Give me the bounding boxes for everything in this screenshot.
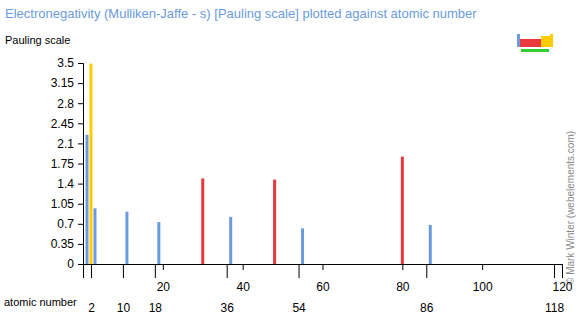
tick-label: 3.15 <box>51 76 75 90</box>
y-axis-line <box>78 64 84 265</box>
tick-mark <box>78 103 83 104</box>
tick-label: 1.4 <box>57 177 74 191</box>
tick-label: 80 <box>396 280 410 294</box>
bar <box>157 222 160 264</box>
tick-mark <box>78 264 83 265</box>
logo-icon <box>517 34 553 52</box>
tick-mark <box>78 184 83 185</box>
bar <box>429 225 432 264</box>
tick-label: 3.5 <box>57 56 74 70</box>
tick-mark <box>426 264 427 278</box>
tick: 86 <box>420 264 434 315</box>
bar <box>401 157 404 264</box>
tick-label: 2.45 <box>51 117 75 131</box>
tick: 60 <box>316 264 330 294</box>
y-axis-title: Pauling scale <box>5 34 70 46</box>
tick-label: 18 <box>149 301 163 315</box>
tick-label: 1.75 <box>51 157 75 171</box>
tick: 20 <box>157 264 171 294</box>
logo-part <box>550 34 553 47</box>
tick-label: 1.05 <box>51 197 75 211</box>
tick-mark <box>78 63 83 64</box>
tick-label: 2.8 <box>57 97 74 111</box>
tick: 36 <box>221 264 235 315</box>
tick: 10 <box>117 264 131 315</box>
tick-label: 2 <box>88 301 95 315</box>
logo-part <box>541 36 550 47</box>
tick: 2 <box>88 264 95 315</box>
tick-mark <box>78 164 83 165</box>
tick-label: 36 <box>221 301 235 315</box>
tick: 40 <box>236 264 250 294</box>
bar <box>93 208 96 264</box>
tick: 3.15 <box>51 76 83 90</box>
tick-label: 0 <box>67 257 74 271</box>
bar <box>125 212 128 264</box>
tick: 0.7 <box>57 217 83 231</box>
tick: 2.45 <box>51 117 83 131</box>
logo-part <box>521 49 549 52</box>
tick-label: 40 <box>236 280 250 294</box>
tick-mark <box>123 264 124 278</box>
tick-label: 10 <box>117 301 131 315</box>
tick-label: 20 <box>157 280 171 294</box>
bar <box>273 180 276 264</box>
tick-label: 60 <box>316 280 330 294</box>
tick: 3.5 <box>57 56 83 70</box>
x-axis-title: atomic number <box>4 296 77 308</box>
tick-label: 54 <box>292 301 306 315</box>
chart: Electronegativity (Mulliken-Jaffe - s) [… <box>0 0 580 315</box>
tick-mark <box>78 143 83 144</box>
tick: 1.4 <box>57 177 83 191</box>
logo-part <box>520 39 541 47</box>
tick: 2.1 <box>57 137 83 151</box>
tick-mark <box>91 264 92 278</box>
tick-mark <box>78 244 83 245</box>
tick-mark <box>227 264 228 278</box>
tick-mark <box>554 264 555 278</box>
tick-mark <box>78 123 83 124</box>
tick: 80 <box>396 264 410 294</box>
bar <box>229 217 232 264</box>
credit: © Mark Winter (webelements.com) <box>565 131 576 285</box>
tick: 1.75 <box>51 157 83 171</box>
bar <box>301 228 304 264</box>
bar <box>85 135 88 264</box>
tick-mark <box>78 224 83 225</box>
title: Electronegativity (Mulliken-Jaffe - s) [… <box>5 6 477 21</box>
x-period-axis: 2 10 18 36 54 86 118 <box>84 264 565 315</box>
tick: 0.35 <box>51 237 83 251</box>
tick: 2.8 <box>57 97 83 111</box>
bar <box>201 178 204 264</box>
tick: 1.05 <box>51 197 83 211</box>
tick-mark <box>299 264 300 278</box>
tick-mark <box>78 204 83 205</box>
x-period-axis-line <box>84 265 563 279</box>
tick-mark <box>155 264 156 278</box>
logo-part <box>517 34 520 47</box>
tick: 100 <box>473 264 493 294</box>
tick-label: 118 <box>545 301 564 315</box>
x-axis: 20 40 60 80 100 120 <box>84 264 573 294</box>
tick-mark <box>78 83 83 84</box>
tick-label: 100 <box>473 280 493 294</box>
tick-label: 120 <box>552 280 572 294</box>
tick-label: 0.7 <box>57 217 74 231</box>
tick: 18 <box>149 264 163 315</box>
tick: 118 <box>545 264 564 315</box>
tick: 54 <box>292 264 306 315</box>
tick-label: 0.35 <box>51 237 75 251</box>
tick-label: 86 <box>420 301 434 315</box>
y-axis: 0 0.35 0.7 1.05 1.4 1.75 2.1 2.45 2.8 3.15 3.5 <box>51 56 84 271</box>
tick: 0 <box>67 257 83 271</box>
bar <box>89 64 92 264</box>
tick-label: 2.1 <box>57 137 74 151</box>
bars <box>85 64 431 264</box>
